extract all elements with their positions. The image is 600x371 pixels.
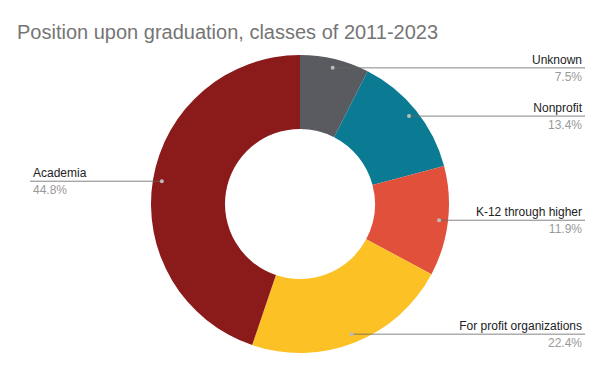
- leader-dot: [407, 114, 411, 118]
- data-label: 44.8%: [33, 183, 67, 197]
- chart-svg: Position upon graduation, classes of 201…: [0, 0, 600, 371]
- slice: [334, 71, 444, 185]
- leader-line: [409, 116, 585, 117]
- leader-line: [30, 181, 162, 182]
- leader-line: [333, 67, 585, 68]
- data-label: 13.4%: [548, 118, 582, 132]
- leader-dot: [437, 218, 441, 222]
- category-label: K-12 through higher: [476, 205, 582, 219]
- leader-dot: [331, 66, 335, 70]
- labels: Unknown 7.5% Nonprofit 13.4% K-12 through hi…: [30, 53, 585, 350]
- category-label: Nonprofit: [533, 101, 582, 115]
- chart-container: Position upon graduation, classes of 201…: [0, 0, 600, 371]
- chart-title: Position upon graduation, classes of 201…: [17, 21, 438, 43]
- slice: [252, 239, 431, 353]
- slice: [151, 55, 300, 345]
- leader-line: [352, 334, 585, 335]
- leader-line: [439, 220, 585, 221]
- data-label: 11.9%: [549, 222, 582, 236]
- leader-dot: [350, 332, 354, 336]
- category-label: Academia: [33, 166, 87, 180]
- leader-dot: [160, 179, 164, 183]
- data-label: 7.5%: [555, 70, 583, 84]
- data-label: 22.4%: [548, 336, 582, 350]
- background: [0, 0, 600, 371]
- slices: [151, 55, 449, 353]
- category-label: For profit organizations: [459, 319, 582, 333]
- category-label: Unknown: [532, 53, 582, 67]
